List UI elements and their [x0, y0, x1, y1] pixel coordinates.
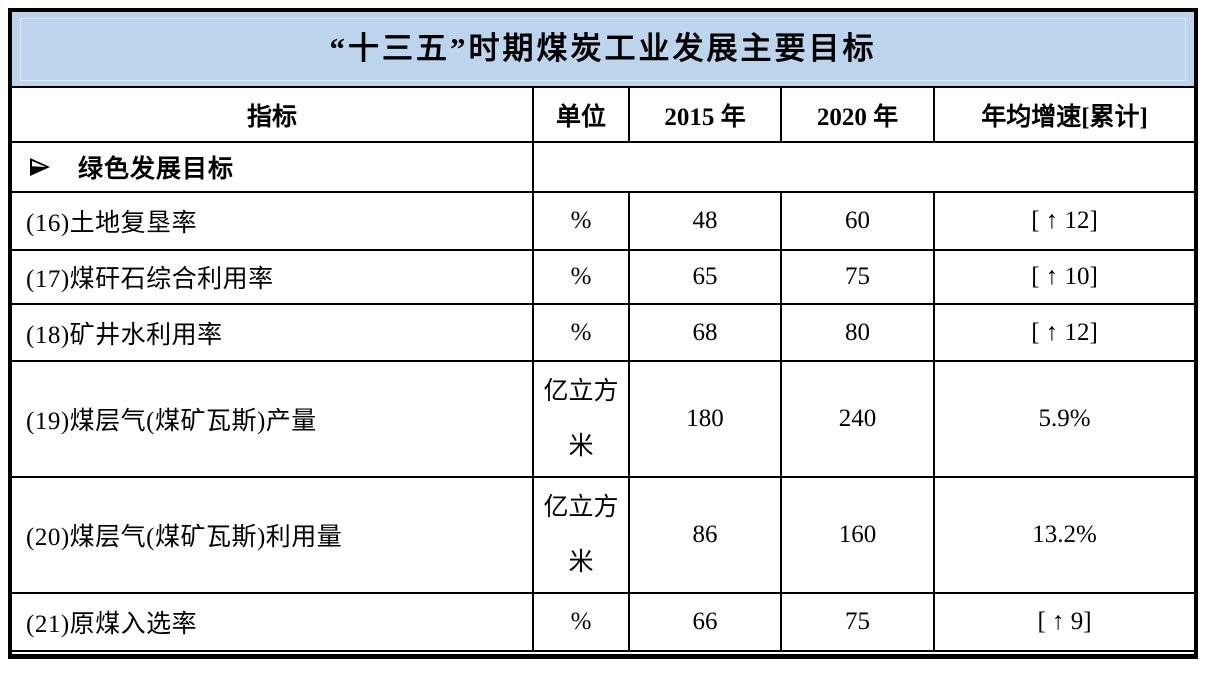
- indicator-cell: (16)土地复垦率: [12, 191, 534, 251]
- table-row: (19)煤层气(煤矿瓦斯)产量 亿立方米 180 240 5.9%: [12, 360, 1195, 478]
- value-2020-cell: 75: [780, 592, 935, 652]
- table-title-cell: “十三五”时期煤炭工业发展主要目标: [12, 12, 1195, 88]
- value-2015-cell: 68: [628, 303, 782, 362]
- goals-table-frame: “十三五”时期煤炭工业发展主要目标 指标 单位 2015 年 2020 年 年均…: [8, 8, 1198, 659]
- value-2015-cell: 180: [628, 360, 782, 478]
- header-unit: 单位: [532, 86, 630, 143]
- header-growth: 年均增速[累计]: [932, 86, 1195, 143]
- value-2020-cell: 80: [780, 303, 935, 362]
- unit-cell: %: [532, 249, 630, 305]
- indicator-cell: (21)原煤入选率: [12, 592, 534, 652]
- growth-cell: 5.9%: [932, 360, 1195, 478]
- table-title-row: “十三五”时期煤炭工业发展主要目标: [12, 12, 1195, 88]
- value-2015-cell: 65: [628, 249, 782, 305]
- table-title: “十三五”时期煤炭工业发展主要目标: [329, 31, 877, 66]
- unit-cell: %: [532, 303, 630, 362]
- growth-cell: 13.2%: [932, 476, 1195, 594]
- unit-cell: 亿立方米: [532, 360, 630, 478]
- value-2020-cell: 60: [780, 191, 935, 251]
- indicator-cell: (17)煤矸石综合利用率: [12, 249, 534, 305]
- unit-cell: %: [532, 592, 630, 652]
- section-header-row: 绿色发展目标: [12, 141, 1195, 193]
- value-2020-cell: 240: [780, 360, 935, 478]
- growth-cell: [ ↑ 9]: [932, 592, 1195, 652]
- section-header-cell: 绿色发展目标: [12, 141, 534, 193]
- growth-cell: [ ↑ 12]: [932, 191, 1195, 251]
- unit-cell: 亿立方米: [532, 476, 630, 594]
- table-row: (20)煤层气(煤矿瓦斯)利用量 亿立方米 86 160 13.2%: [12, 476, 1195, 594]
- header-2020: 2020 年: [780, 86, 935, 143]
- value-2015-cell: 48: [628, 191, 782, 251]
- indicator-cell: (19)煤层气(煤矿瓦斯)产量: [12, 360, 534, 478]
- section-label: 绿色发展目标: [78, 156, 235, 183]
- indicator-cell: (18)矿井水利用率: [12, 303, 534, 362]
- section-header-empty-cell: [531, 141, 1195, 193]
- indicator-cell: (20)煤层气(煤矿瓦斯)利用量: [12, 476, 534, 594]
- growth-cell: [ ↑ 10]: [932, 249, 1195, 305]
- table-row: (16)土地复垦率 % 48 60 [ ↑ 12]: [12, 191, 1195, 251]
- unit-cell: %: [532, 191, 630, 251]
- growth-cell: [ ↑ 12]: [932, 303, 1195, 362]
- value-2015-cell: 86: [628, 476, 782, 594]
- value-2015-cell: 66: [628, 592, 782, 652]
- header-indicator: 指标: [12, 86, 534, 143]
- table-row: (21)原煤入选率 % 66 75 [ ↑ 9]: [12, 592, 1195, 652]
- column-header-row: 指标 单位 2015 年 2020 年 年均增速[累计]: [12, 86, 1195, 143]
- value-2020-cell: 160: [780, 476, 935, 594]
- table-row: (17)煤矸石综合利用率 % 65 75 [ ↑ 10]: [12, 249, 1195, 305]
- goals-table: “十三五”时期煤炭工业发展主要目标 指标 单位 2015 年 2020 年 年均…: [12, 12, 1195, 652]
- header-2015: 2015 年: [628, 86, 782, 143]
- arrowhead-right-icon: [30, 158, 50, 176]
- value-2020-cell: 75: [780, 249, 935, 305]
- table-row: (18)矿井水利用率 % 68 80 [ ↑ 12]: [12, 303, 1195, 362]
